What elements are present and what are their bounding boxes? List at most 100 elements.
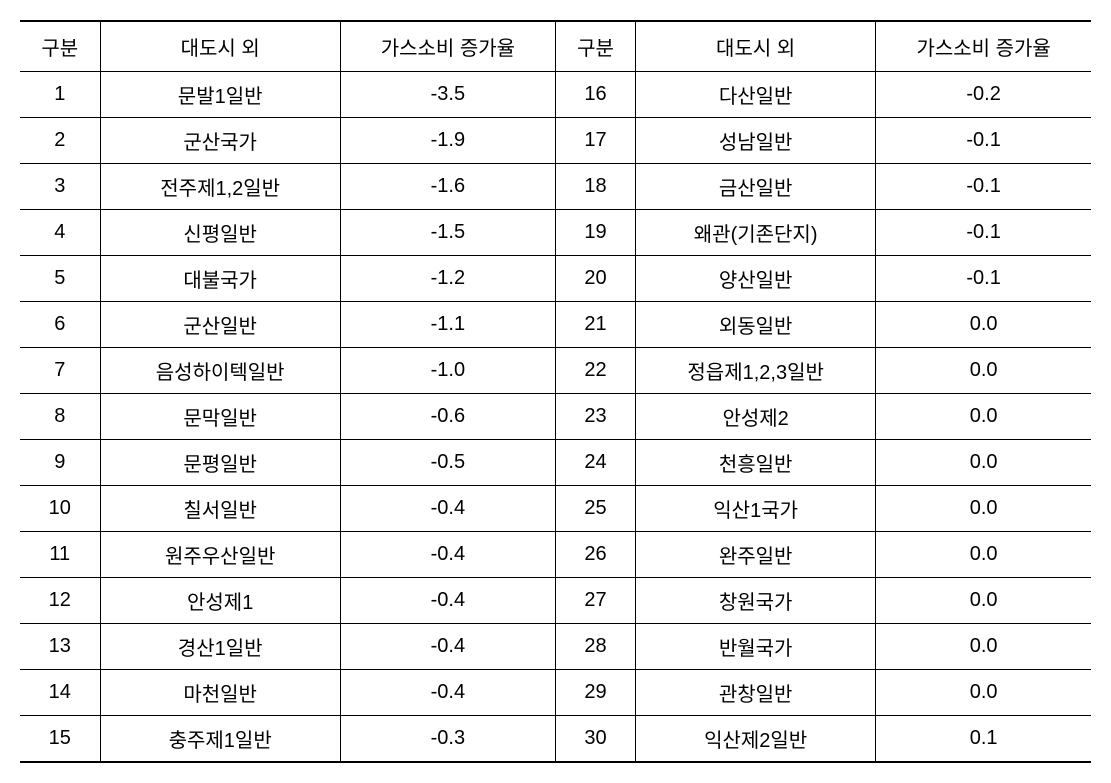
cell-num: 16: [555, 72, 635, 118]
cell-name: 대불국가: [100, 256, 340, 302]
cell-name: 안성제1: [100, 578, 340, 624]
cell-rate: -0.6: [340, 394, 555, 440]
cell-name: 원주우산일반: [100, 532, 340, 578]
cell-rate: 0.0: [876, 670, 1091, 716]
table-row: 2 군산국가 -1.9 17 성남일반 -0.1: [20, 118, 1091, 164]
cell-rate: -1.2: [340, 256, 555, 302]
header-col5: 대도시 외: [636, 21, 876, 72]
cell-rate: -0.4: [340, 624, 555, 670]
cell-name: 왜관(기존단지): [636, 210, 876, 256]
cell-num: 4: [20, 210, 100, 256]
cell-name: 익산1국가: [636, 486, 876, 532]
cell-name: 정읍제1,2,3일반: [636, 348, 876, 394]
header-col6: 가스소비 증가율: [876, 21, 1091, 72]
cell-num: 3: [20, 164, 100, 210]
table-row: 5 대불국가 -1.2 20 양산일반 -0.1: [20, 256, 1091, 302]
cell-rate: -0.3: [340, 716, 555, 763]
data-table-container: 구분 대도시 외 가스소비 증가율 구분 대도시 외 가스소비 증가율 1 문발…: [20, 20, 1091, 763]
cell-num: 13: [20, 624, 100, 670]
cell-rate: 0.0: [876, 394, 1091, 440]
header-row: 구분 대도시 외 가스소비 증가율 구분 대도시 외 가스소비 증가율: [20, 21, 1091, 72]
cell-num: 17: [555, 118, 635, 164]
header-col3: 가스소비 증가율: [340, 21, 555, 72]
cell-num: 20: [555, 256, 635, 302]
cell-rate: -0.4: [340, 486, 555, 532]
table-row: 1 문발1일반 -3.5 16 다산일반 -0.2: [20, 72, 1091, 118]
cell-rate: -1.1: [340, 302, 555, 348]
cell-num: 30: [555, 716, 635, 763]
table-body: 1 문발1일반 -3.5 16 다산일반 -0.2 2 군산국가 -1.9 17…: [20, 72, 1091, 763]
cell-num: 7: [20, 348, 100, 394]
cell-rate: -0.1: [876, 210, 1091, 256]
cell-name: 금산일반: [636, 164, 876, 210]
cell-num: 5: [20, 256, 100, 302]
cell-rate: 0.0: [876, 578, 1091, 624]
table-row: 3 전주제1,2일반 -1.6 18 금산일반 -0.1: [20, 164, 1091, 210]
cell-name: 완주일반: [636, 532, 876, 578]
cell-num: 22: [555, 348, 635, 394]
cell-num: 6: [20, 302, 100, 348]
cell-num: 12: [20, 578, 100, 624]
table-header: 구분 대도시 외 가스소비 증가율 구분 대도시 외 가스소비 증가율: [20, 21, 1091, 72]
cell-num: 26: [555, 532, 635, 578]
cell-rate: -0.2: [876, 72, 1091, 118]
table-row: 4 신평일반 -1.5 19 왜관(기존단지) -0.1: [20, 210, 1091, 256]
table-row: 11 원주우산일반 -0.4 26 완주일반 0.0: [20, 532, 1091, 578]
cell-name: 전주제1,2일반: [100, 164, 340, 210]
table-row: 7 음성하이텍일반 -1.0 22 정읍제1,2,3일반 0.0: [20, 348, 1091, 394]
cell-name: 신평일반: [100, 210, 340, 256]
table-row: 14 마천일반 -0.4 29 관창일반 0.0: [20, 670, 1091, 716]
cell-num: 19: [555, 210, 635, 256]
cell-rate: 0.0: [876, 532, 1091, 578]
cell-name: 음성하이텍일반: [100, 348, 340, 394]
cell-name: 군산일반: [100, 302, 340, 348]
cell-rate: -0.5: [340, 440, 555, 486]
cell-name: 창원국가: [636, 578, 876, 624]
table-row: 10 칠서일반 -0.4 25 익산1국가 0.0: [20, 486, 1091, 532]
cell-name: 반월국가: [636, 624, 876, 670]
table-row: 12 안성제1 -0.4 27 창원국가 0.0: [20, 578, 1091, 624]
cell-name: 다산일반: [636, 72, 876, 118]
cell-num: 15: [20, 716, 100, 763]
cell-name: 관창일반: [636, 670, 876, 716]
cell-name: 천흥일반: [636, 440, 876, 486]
cell-name: 안성제2: [636, 394, 876, 440]
cell-name: 마천일반: [100, 670, 340, 716]
cell-name: 문평일반: [100, 440, 340, 486]
cell-num: 27: [555, 578, 635, 624]
cell-num: 8: [20, 394, 100, 440]
cell-name: 익산제2일반: [636, 716, 876, 763]
cell-num: 2: [20, 118, 100, 164]
cell-rate: -1.5: [340, 210, 555, 256]
cell-num: 25: [555, 486, 635, 532]
cell-rate: -0.4: [340, 670, 555, 716]
cell-rate: 0.0: [876, 486, 1091, 532]
cell-rate: -0.4: [340, 578, 555, 624]
cell-name: 칠서일반: [100, 486, 340, 532]
cell-rate: 0.0: [876, 624, 1091, 670]
cell-name: 성남일반: [636, 118, 876, 164]
cell-rate: 0.0: [876, 302, 1091, 348]
cell-rate: 0.0: [876, 348, 1091, 394]
table-row: 13 경산1일반 -0.4 28 반월국가 0.0: [20, 624, 1091, 670]
header-col2: 대도시 외: [100, 21, 340, 72]
cell-num: 1: [20, 72, 100, 118]
table-row: 9 문평일반 -0.5 24 천흥일반 0.0: [20, 440, 1091, 486]
table-row: 6 군산일반 -1.1 21 외동일반 0.0: [20, 302, 1091, 348]
cell-num: 28: [555, 624, 635, 670]
cell-num: 9: [20, 440, 100, 486]
cell-num: 10: [20, 486, 100, 532]
cell-rate: -0.1: [876, 256, 1091, 302]
header-col4: 구분: [555, 21, 635, 72]
cell-num: 24: [555, 440, 635, 486]
cell-name: 문막일반: [100, 394, 340, 440]
cell-num: 23: [555, 394, 635, 440]
cell-rate: -1.6: [340, 164, 555, 210]
cell-name: 경산1일반: [100, 624, 340, 670]
cell-name: 외동일반: [636, 302, 876, 348]
cell-rate: -1.9: [340, 118, 555, 164]
cell-name: 문발1일반: [100, 72, 340, 118]
cell-rate: 0.0: [876, 440, 1091, 486]
cell-rate: -1.0: [340, 348, 555, 394]
cell-num: 11: [20, 532, 100, 578]
